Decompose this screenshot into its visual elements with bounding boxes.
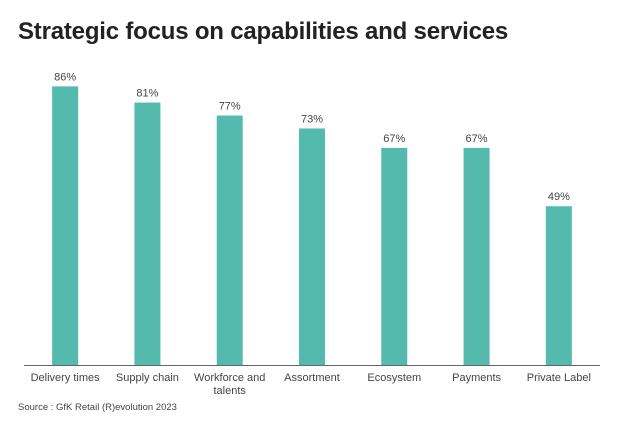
data-label: 77%	[219, 101, 241, 113]
bar	[299, 128, 325, 365]
data-label: 67%	[383, 133, 405, 145]
category-label: Assortment	[284, 372, 340, 384]
category-label: Private Label	[527, 372, 591, 384]
bar	[463, 147, 490, 365]
data-label: 49%	[548, 191, 570, 203]
data-label: 81%	[136, 88, 158, 100]
bar	[52, 86, 79, 366]
data-label: 73%	[301, 113, 323, 125]
bar	[134, 102, 161, 365]
data-label: 67%	[466, 133, 488, 145]
bar	[545, 206, 572, 365]
category-label: Payments	[452, 372, 501, 384]
category-label: Workforce and talents	[194, 372, 265, 397]
data-label: 86%	[54, 71, 76, 83]
bar	[216, 115, 243, 366]
category-label: Supply chain	[116, 372, 179, 384]
bar	[381, 147, 408, 365]
chart-title: Strategic focus on capabilities and serv…	[18, 18, 509, 45]
category-label: Delivery times	[31, 372, 101, 384]
source-note: Source : GfK Retail (R)evolution 2023	[18, 402, 177, 413]
category-label: Ecosystem	[367, 372, 421, 384]
